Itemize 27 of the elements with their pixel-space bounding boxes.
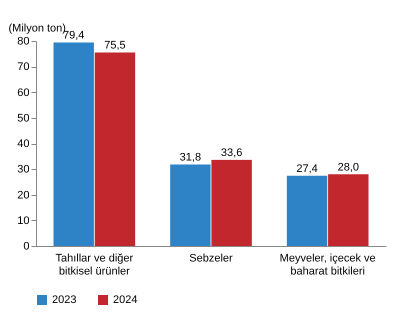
legend-label: 2024 [113,294,138,306]
y-axis-title: (Milyon ton) [8,22,66,34]
y-tick-label: 70 [17,61,30,74]
bar [328,174,368,246]
text: 33,6 [220,146,242,159]
bar [170,164,211,246]
x-tick-label: Tahıllar ve diğer bitkisel ürünler [56,252,134,278]
bar [94,52,136,246]
y-tick-label: 30 [17,164,30,176]
text: 28,0 [338,161,359,174]
text: 31,8 [180,152,202,164]
y-tick-label: 60 [17,86,30,99]
bar [211,160,252,246]
text: 75,5 [104,40,126,52]
y-tick-label: 20 [17,189,30,202]
y-tick-label: 50 [17,112,30,124]
x-tick-label: Meyveler, içecek ve baharat bitkileri [280,252,376,278]
x-tick-label: Sebzeler [189,252,234,264]
legend-label: 2023 [52,294,76,306]
text: 79,4 [63,30,84,42]
bar [286,176,328,246]
text: 27,4 [296,162,318,175]
y-tick-label: 80 [17,36,30,48]
y-tick-label: 40 [17,138,30,150]
y-tick-label: 0 [23,240,30,252]
y-tick-label: 10 [17,214,30,227]
bar [54,42,94,246]
